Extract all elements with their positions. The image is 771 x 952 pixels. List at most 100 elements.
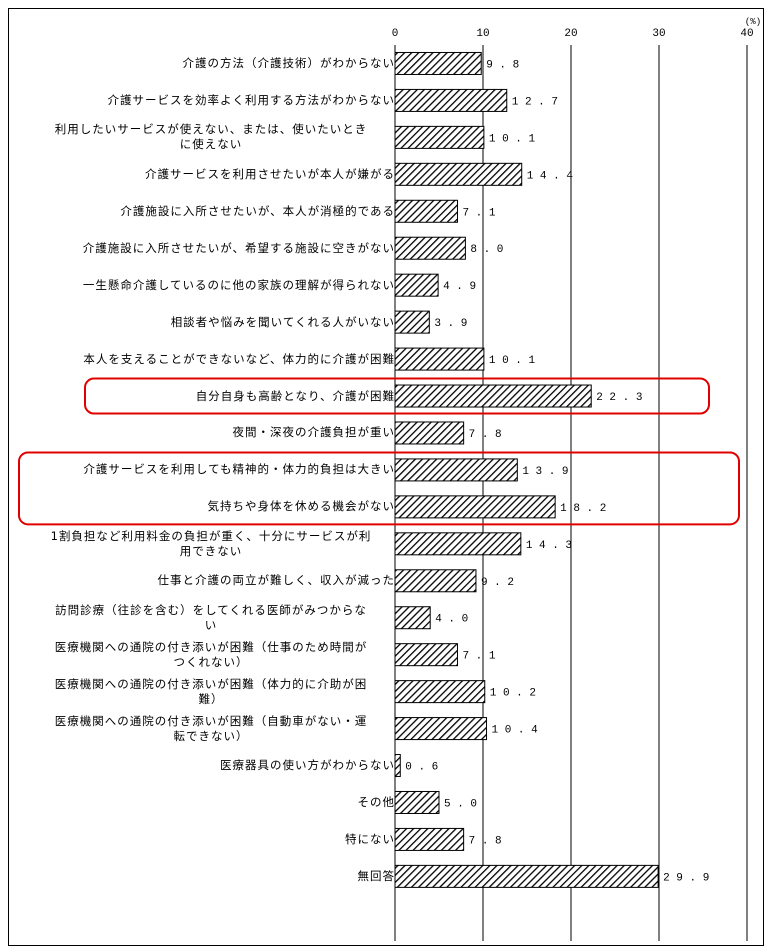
- value-label: 1 8 . 2: [560, 503, 606, 515]
- category-label: 気持ちや身体を休める機会がない: [27, 488, 395, 525]
- bar: [394, 790, 440, 814]
- category-label: 介護施設に入所させたいが、希望する施設に空きがない: [27, 230, 395, 267]
- category-label: 夜間・深夜の介護負担が重い: [27, 415, 395, 452]
- value-label: 1 0 . 1: [489, 355, 536, 367]
- category-label: 1割負担など利用料金の負担が重く、十分にサービスが利 用できない: [27, 525, 395, 562]
- x-tick-label: 30: [652, 28, 665, 40]
- category-label: 介護サービスを利用しても精神的・体力的負担は大きい: [27, 451, 395, 488]
- chart-frame: 0 10 20 30 40 (%) 9 . 8 1 2 . 7 1 0 . 1 1 4 . 4 7…: [8, 8, 764, 946]
- category-label-line: に使えない: [179, 137, 243, 152]
- bar: [394, 310, 430, 334]
- value-labels: 9 . 8 1 2 . 7 1 0 . 1 1 4 . 4 7 . 1 8 . 0 4 . …: [405, 59, 709, 884]
- category-label-line: 本人を支えることができないなど、体力的に介護が困難: [83, 351, 395, 366]
- category-label-line: 用できない: [179, 543, 243, 558]
- category-label-line: 介護サービスを利用させたいが本人が嫌がる: [145, 166, 395, 181]
- bar: [394, 273, 439, 297]
- value-label: 1 3 . 9: [522, 466, 568, 478]
- bar: [394, 495, 556, 519]
- bar: [394, 347, 485, 371]
- category-label: 医療機関への通院の付き添いが困難（自動車がない・運 転できない）: [27, 710, 395, 747]
- bar: [394, 199, 458, 223]
- bar: [394, 236, 466, 260]
- category-label-line: 相談者や悩みを聞いてくれる人がいない: [170, 314, 395, 329]
- bar: [394, 384, 592, 408]
- value-label: 4 . 0: [435, 614, 468, 626]
- category-label-line: 医療機関への通院の付き添いが困難（仕事のため時間が: [54, 639, 368, 654]
- category-label: 介護の方法（介護技術）がわからない: [27, 45, 395, 82]
- category-label: 特にない: [27, 821, 395, 858]
- category-label: 仕事と介護の両立が難しく、収入が減った: [27, 562, 395, 599]
- category-label-line: 難）: [198, 691, 224, 706]
- category-label-line: 自分自身も高齢となり、介護が困難: [195, 388, 395, 403]
- category-label: 本人を支えることができないなど、体力的に介護が困難: [27, 341, 395, 378]
- category-label-line: い: [204, 617, 218, 632]
- category-label: 訪問診療（往診を含む）をしてくれる医師がみつからない: [27, 599, 395, 636]
- category-label-line: 仕事と介護の両立が難しく、収入が減った: [157, 573, 395, 588]
- gridlines: [394, 45, 748, 937]
- category-label: 一生懸命介護しているのに他の家族の理解が得られない: [27, 267, 395, 304]
- bar: [394, 51, 482, 75]
- bar: [394, 754, 401, 778]
- category-label: 医療器具の使い方がわからない: [27, 747, 395, 784]
- value-label: 7 . 1: [462, 651, 495, 663]
- category-label: 相談者や悩みを聞いてくれる人がいない: [27, 304, 395, 341]
- value-label: 1 4 . 4: [527, 170, 574, 182]
- value-label: 0 . 6: [405, 762, 438, 774]
- category-label: 医療機関への通院の付き添いが困難（仕事のため時間が つくれない）: [27, 636, 395, 673]
- x-tick-label: 20: [564, 28, 577, 40]
- x-tick-label: 40: [740, 28, 753, 40]
- category-label-line: 医療機関への通院の付き添いが困難（自動車がない・運: [54, 713, 368, 728]
- category-label-line: 医療機関への通院の付き添いが困難（体力的に介助が困: [54, 676, 368, 691]
- unit-label: (%): [745, 17, 761, 27]
- category-label-line: その他: [357, 794, 395, 809]
- value-label: 5 . 0: [444, 798, 477, 810]
- category-label-line: 転できない）: [173, 728, 249, 743]
- category-label: 介護サービスを効率よく利用する方法がわからない: [27, 82, 395, 119]
- x-tick-label: 10: [476, 28, 489, 40]
- category-label-line: 医療器具の使い方がわからない: [220, 758, 395, 773]
- category-label: 医療機関への通院の付き添いが困難（体力的に介助が困 難）: [27, 673, 395, 710]
- value-label: 1 2 . 7: [512, 96, 558, 108]
- category-label: 無回答: [27, 858, 395, 895]
- category-label-line: 介護の方法（介護技術）がわからない: [182, 55, 395, 70]
- category-label-line: 利用したいサービスが使えない、または、使いたいとき: [54, 122, 368, 137]
- value-label: 1 0 . 4: [492, 725, 539, 737]
- category-label-line: 夜間・深夜の介護負担が重い: [232, 425, 395, 440]
- bar: [394, 643, 458, 667]
- x-tick-label: 0: [392, 28, 399, 40]
- value-label: 3 . 9: [434, 318, 467, 330]
- category-label-line: 介護施設に入所させたいが、本人が消極的である: [120, 203, 395, 218]
- bar: [394, 717, 488, 741]
- bar: [394, 88, 508, 112]
- category-label-line: 1割負担など利用料金の負担が重く、十分にサービスが利: [50, 528, 372, 543]
- category-label-line: 訪問診療（往診を含む）をしてくれる医師がみつからな: [55, 602, 367, 617]
- category-label-line: 無回答: [357, 868, 395, 883]
- bar: [394, 827, 465, 851]
- bar: [394, 680, 486, 704]
- bar: [394, 569, 477, 593]
- highlight-boxes: [18, 377, 740, 526]
- highlight-box: [84, 377, 710, 415]
- category-label-line: 介護施設に入所させたいが、希望する施設に空きがない: [82, 240, 395, 255]
- category-label-line: 気持ちや身体を休める機会がない: [207, 499, 395, 514]
- value-label: 1 0 . 1: [489, 133, 536, 145]
- category-label-line: 一生懸命介護しているのに他の家族の理解が得られない: [82, 277, 395, 292]
- bar: [394, 125, 485, 149]
- value-label: 4 . 9: [443, 281, 476, 293]
- value-label: 8 . 0: [470, 244, 503, 256]
- bar-chart: 0 10 20 30 40(%) 9 . 8 1 2 . 7 1 0 . 1 1 4 . 4 7…: [18, 17, 761, 941]
- bar: [394, 606, 431, 630]
- x-axis: 0 10 20 30 40(%): [392, 17, 761, 941]
- value-label: 1 0 . 2: [490, 688, 536, 700]
- bar: [394, 421, 465, 445]
- value-label: 7 . 1: [462, 207, 495, 219]
- category-label-line: 介護サービスを効率よく利用する方法がわからない: [107, 92, 395, 107]
- value-label: 9 . 8: [486, 59, 519, 71]
- category-label: 自分自身も高齢となり、介護が困難: [27, 378, 395, 415]
- category-label: 利用したいサービスが使えない、または、使いたいとき に使えない: [27, 119, 395, 156]
- category-label: 介護サービスを利用させたいが本人が嫌がる: [27, 156, 395, 193]
- bar: [394, 864, 659, 888]
- category-label: 介護施設に入所させたいが、本人が消極的である: [27, 193, 395, 230]
- value-label: 2 9 . 9: [663, 872, 709, 884]
- bar: [394, 532, 522, 556]
